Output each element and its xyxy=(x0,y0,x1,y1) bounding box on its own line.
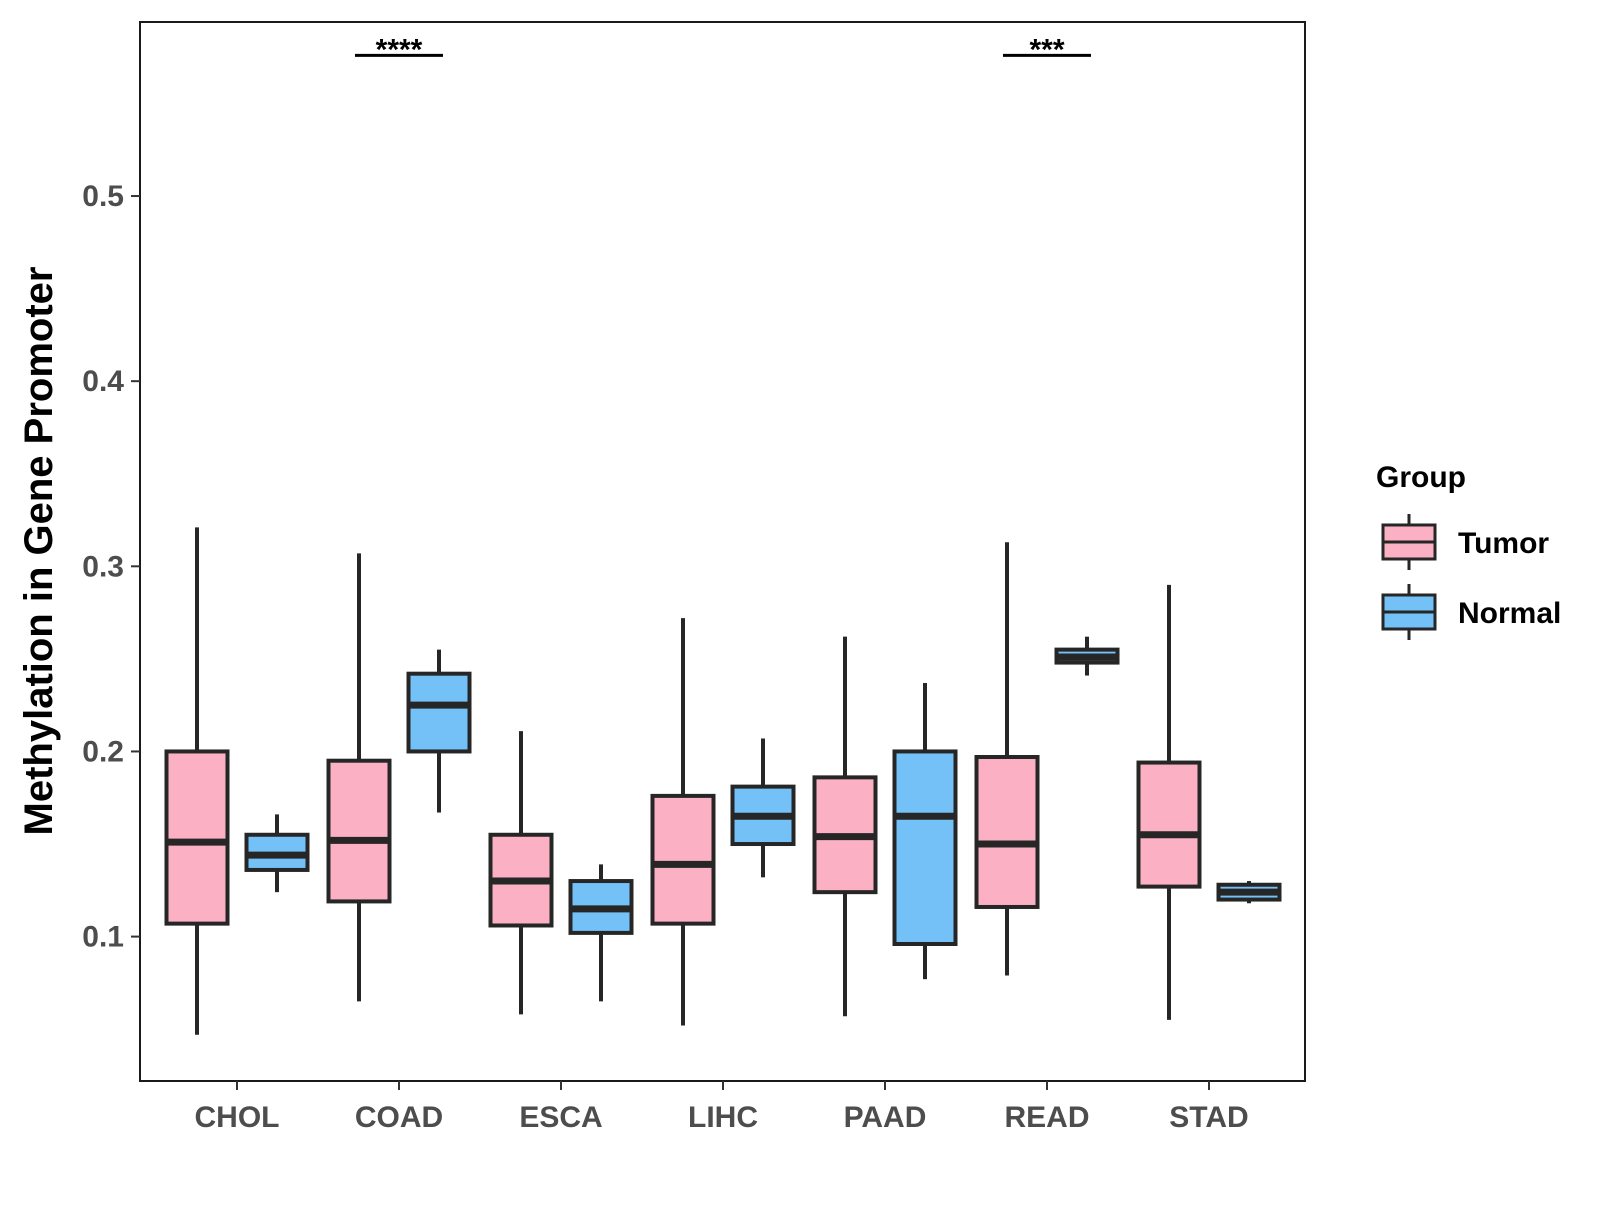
legend: Group Tumor Normal xyxy=(1376,461,1561,640)
box-tumor-coad xyxy=(326,553,392,1002)
y-tick-label: 0.2 xyxy=(82,735,124,768)
box-body xyxy=(650,793,716,926)
x-tick-label: ESCA xyxy=(519,1101,602,1134)
legend-label-tumor: Tumor xyxy=(1458,527,1549,560)
box-normal-lihc xyxy=(730,738,796,878)
box-body xyxy=(164,749,230,926)
box-tumor-esca xyxy=(488,731,554,1015)
box-body xyxy=(1136,760,1202,889)
box-normal-coad xyxy=(406,649,472,813)
box-body xyxy=(326,758,392,904)
box-normal-paad xyxy=(892,682,958,980)
box-tumor-paad xyxy=(812,636,878,1017)
y-tick-label: 0.4 xyxy=(82,365,124,398)
y-tick-label: 0.1 xyxy=(82,921,124,954)
box-normal-stad xyxy=(1216,881,1282,904)
box-tumor-chol xyxy=(164,527,230,1035)
boxes-layer xyxy=(164,527,1282,1035)
legend-key-normal xyxy=(1381,584,1437,640)
legend-label-normal: Normal xyxy=(1458,597,1561,630)
y-axis-title: Methylation in Gene Promoter xyxy=(17,267,61,836)
box-tumor-read xyxy=(974,542,1040,976)
x-tick-label: LIHC xyxy=(688,1101,758,1134)
legend-key-tumor xyxy=(1381,514,1437,570)
x-tick-label: PAAD xyxy=(844,1101,927,1134)
x-tick-label: STAD xyxy=(1169,1101,1248,1134)
x-tick-label: READ xyxy=(1004,1101,1089,1134)
box-normal-chol xyxy=(244,814,310,893)
y-tick-label: 0.3 xyxy=(82,550,124,583)
significance-label: **** xyxy=(376,33,423,66)
significance-annotations: **** *** xyxy=(355,33,1091,66)
x-axis: CHOL COAD ESCA LIHC PAAD READ STAD xyxy=(195,1081,1249,1134)
legend-title: Group xyxy=(1376,461,1466,494)
x-tick-label: COAD xyxy=(355,1101,443,1134)
box-tumor-lihc xyxy=(650,618,716,1026)
plot-panel xyxy=(139,21,1306,1082)
box-body xyxy=(892,749,958,946)
box-tumor-stad xyxy=(1136,584,1202,1020)
box-body xyxy=(974,755,1040,909)
box-body xyxy=(406,671,472,754)
x-tick-label: CHOL xyxy=(195,1101,280,1134)
significance-label: *** xyxy=(1029,33,1064,66)
box-normal-esca xyxy=(568,864,634,1002)
y-axis: 0.1 0.2 0.3 0.4 0.5 xyxy=(82,180,140,954)
box-normal-read xyxy=(1054,636,1120,676)
y-tick-label: 0.5 xyxy=(82,180,124,213)
